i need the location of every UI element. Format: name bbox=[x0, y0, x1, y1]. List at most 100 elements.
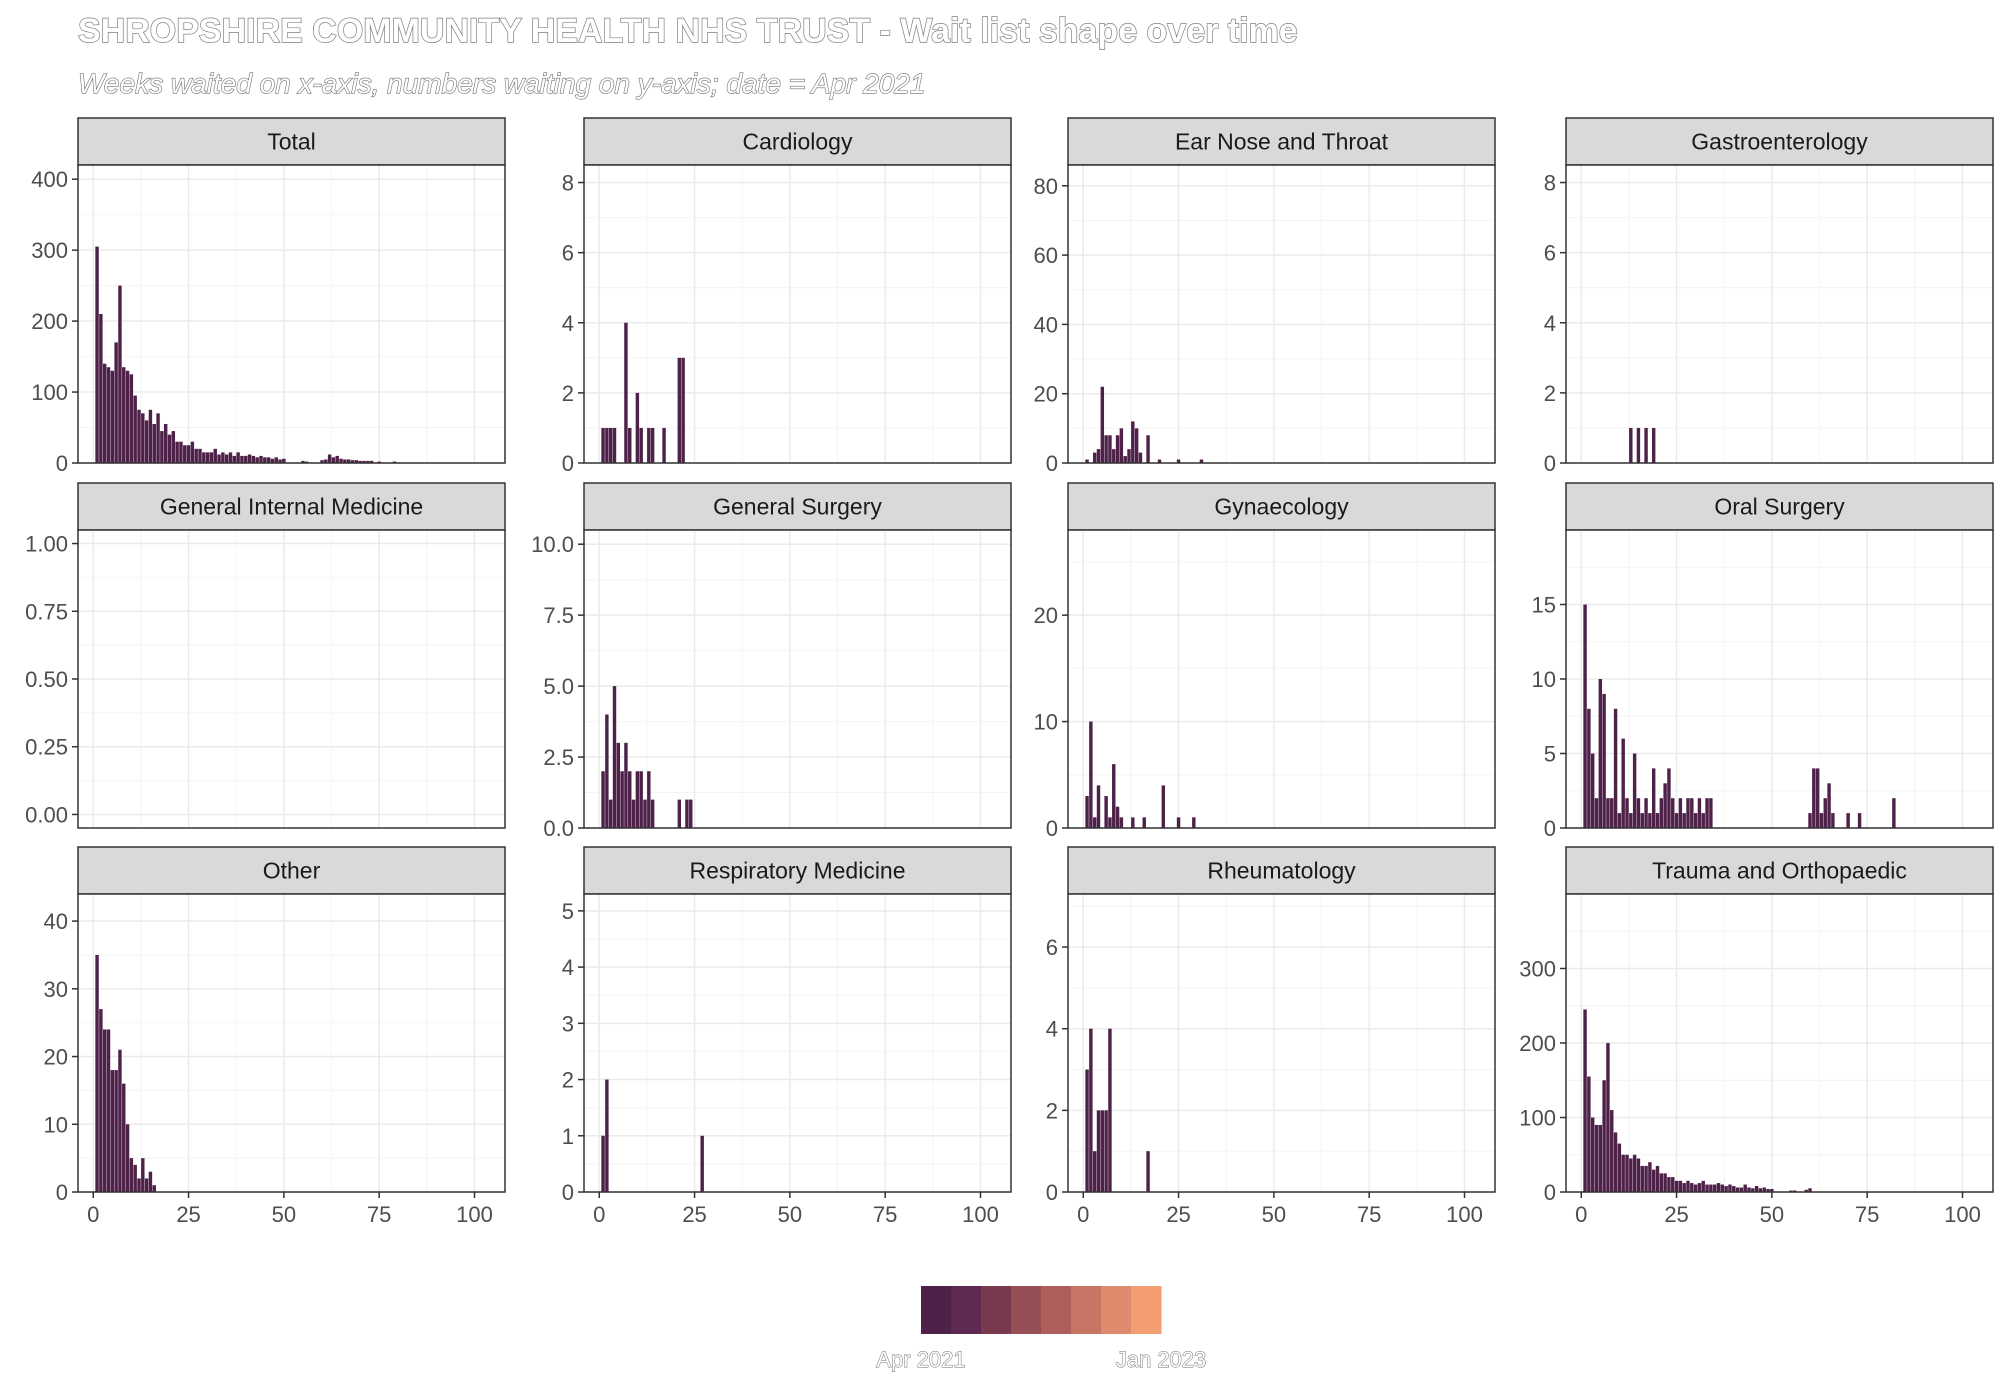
x-tick-label: 0 bbox=[1575, 1202, 1587, 1227]
bar bbox=[282, 458, 286, 463]
bar bbox=[1598, 679, 1603, 828]
bar bbox=[1632, 1154, 1637, 1192]
bar bbox=[1697, 1183, 1702, 1192]
y-tick-label: 10.0 bbox=[531, 532, 574, 557]
bar bbox=[1625, 1154, 1629, 1192]
y-tick-label: 0.75 bbox=[25, 599, 68, 624]
bar bbox=[270, 458, 275, 463]
bar bbox=[144, 1178, 149, 1192]
x-tick-label: 100 bbox=[1944, 1202, 1981, 1227]
bar bbox=[122, 367, 126, 463]
legend-swatch bbox=[1071, 1286, 1102, 1334]
y-tick-label: 30 bbox=[44, 977, 68, 1002]
bar bbox=[1682, 1183, 1686, 1192]
bar bbox=[106, 367, 111, 463]
facet-oral-surgery: Oral Surgery 0 5 10 15 bbox=[1532, 482, 1994, 841]
bar bbox=[1659, 1173, 1664, 1192]
bar bbox=[244, 455, 248, 463]
x-tick-label: 100 bbox=[1446, 1202, 1483, 1227]
bar bbox=[1663, 783, 1667, 828]
x-tick-label: 75 bbox=[873, 1202, 897, 1227]
bar bbox=[236, 452, 240, 463]
bar bbox=[1857, 813, 1862, 828]
bar bbox=[700, 1135, 704, 1192]
plot-area bbox=[1068, 165, 1495, 463]
x-tick-label: 0 bbox=[593, 1202, 605, 1227]
gridlines bbox=[1068, 165, 1495, 464]
y-tick-label: 5 bbox=[562, 899, 574, 924]
facet-general-internal-medicine: General Internal Medicine 0.00 0.25 0.50 0.7… bbox=[25, 482, 506, 829]
y-tick-label: 8 bbox=[562, 171, 574, 196]
bar bbox=[608, 799, 613, 828]
gridlines bbox=[78, 165, 505, 464]
facet-strip bbox=[1067, 846, 1496, 895]
bar bbox=[1892, 798, 1896, 828]
y-tick-label: 400 bbox=[31, 167, 68, 192]
bar bbox=[650, 799, 655, 828]
legend-swatch bbox=[1131, 1286, 1162, 1334]
bar bbox=[1131, 817, 1135, 828]
bar bbox=[129, 374, 134, 463]
bars bbox=[601, 686, 693, 828]
bar bbox=[1096, 785, 1101, 828]
bars bbox=[601, 322, 685, 463]
bar bbox=[1112, 449, 1116, 463]
y-tick-label: 8 bbox=[1544, 171, 1556, 196]
colour-legend: Apr 2021 Jan 2023 bbox=[876, 1286, 1207, 1373]
bar bbox=[1096, 449, 1101, 463]
x-tick-label: 25 bbox=[1664, 1202, 1688, 1227]
bar bbox=[1104, 796, 1108, 828]
y-tick-label: 0 bbox=[1544, 451, 1556, 476]
bar bbox=[612, 427, 617, 463]
bar bbox=[1667, 768, 1671, 828]
y-tick-label: 1 bbox=[562, 1124, 574, 1149]
bar bbox=[1735, 1187, 1740, 1192]
bar bbox=[148, 409, 153, 463]
bar bbox=[133, 395, 137, 463]
bar bbox=[133, 1164, 137, 1192]
bar bbox=[1640, 813, 1644, 828]
bar bbox=[1157, 459, 1162, 463]
bar bbox=[1766, 1189, 1770, 1192]
plot-area bbox=[584, 894, 1011, 1192]
bar bbox=[1625, 798, 1629, 828]
bar bbox=[1739, 1187, 1744, 1192]
bar bbox=[156, 413, 160, 463]
bar bbox=[1678, 1180, 1683, 1192]
facet-title: Oral Surgery bbox=[1714, 494, 1845, 520]
bar bbox=[1610, 798, 1614, 828]
y-tick-label: 0 bbox=[1046, 451, 1058, 476]
bar bbox=[1682, 813, 1686, 828]
bar bbox=[620, 771, 624, 828]
bar bbox=[601, 1135, 605, 1192]
gridlines bbox=[1566, 165, 1993, 464]
bar bbox=[175, 441, 179, 463]
bar bbox=[1610, 1110, 1614, 1192]
facet-general-surgery: General Surgery 0.0 2.5 5.0 7.5 10.0 bbox=[531, 482, 1012, 841]
bar bbox=[179, 441, 183, 463]
bar bbox=[1089, 721, 1093, 828]
facet-strip bbox=[1565, 846, 1994, 895]
y-tick-label: 2 bbox=[562, 381, 574, 406]
facet-title: Cardiology bbox=[743, 129, 853, 155]
panel-border bbox=[1067, 893, 1496, 1193]
bar bbox=[1587, 1076, 1591, 1192]
bar bbox=[1146, 1151, 1150, 1192]
bar bbox=[1651, 768, 1656, 828]
bars bbox=[1085, 1028, 1150, 1192]
bar bbox=[1127, 449, 1131, 463]
bar bbox=[1693, 1184, 1698, 1192]
bar bbox=[677, 357, 682, 463]
bar bbox=[1644, 1165, 1648, 1192]
bar bbox=[346, 459, 351, 463]
bar bbox=[99, 314, 103, 463]
bar bbox=[1092, 817, 1097, 828]
bar bbox=[1655, 813, 1660, 828]
bar bbox=[1674, 813, 1679, 828]
bar bbox=[1644, 427, 1648, 463]
facet-total: Total 0 100 200 300 400 bbox=[31, 117, 506, 476]
facet-strip bbox=[1067, 482, 1496, 531]
bar bbox=[1686, 1180, 1690, 1192]
bar bbox=[213, 448, 217, 463]
